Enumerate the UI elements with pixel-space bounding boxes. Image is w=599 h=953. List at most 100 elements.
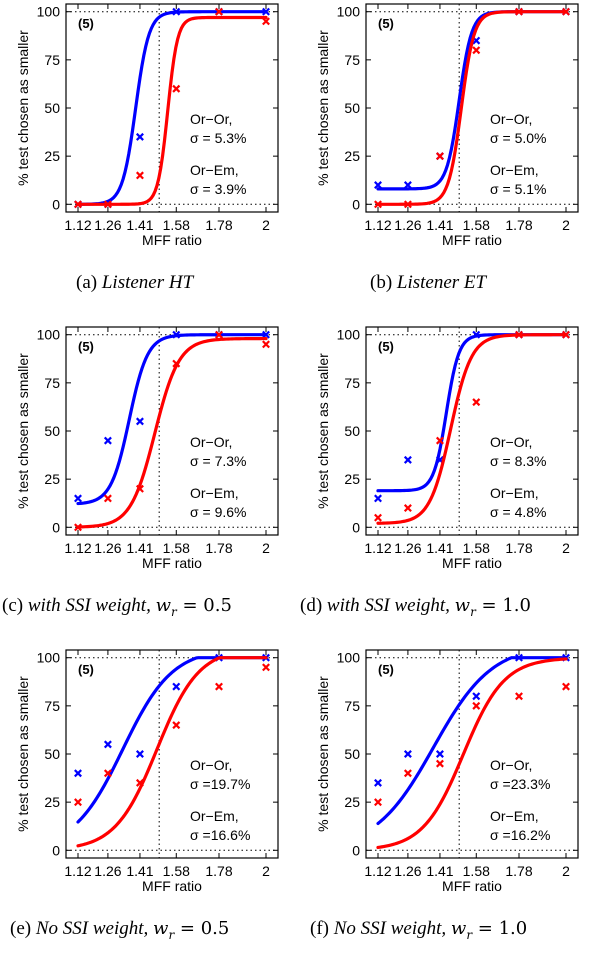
marker-stroke <box>262 7 270 16</box>
marker-stroke <box>135 484 144 493</box>
annotation-or-or-sigma: σ = 7.3% <box>190 453 247 469</box>
x-tick-label: 1.12 <box>364 540 391 556</box>
marker-stroke <box>74 494 82 503</box>
data-marker-or-em <box>262 340 270 349</box>
caption-a: (a) Listener HT <box>76 272 194 293</box>
marker-stroke <box>562 682 570 691</box>
y-tick-label: 75 <box>44 698 60 714</box>
data-marker-or-em <box>472 398 481 407</box>
annotation-or-em-sigma: σ = 9.6% <box>190 504 247 520</box>
y-tick-label: 50 <box>344 423 360 439</box>
y-tick-label: 25 <box>44 471 60 487</box>
caption-e: (e) No SSI weight, wr = 0.5 <box>10 918 230 942</box>
caption-d: (d) with SSI weight, wr = 1.0 <box>300 595 531 619</box>
data-marker-or-em <box>374 798 382 807</box>
marker-stroke <box>103 436 112 445</box>
y-tick-label: 100 <box>337 327 361 343</box>
y-axis-label: % test chosen as smaller <box>15 353 31 509</box>
marker-stroke <box>472 398 481 407</box>
marker-stroke <box>472 330 481 339</box>
caption-c: (c) with SSI weight, wr = 0.5 <box>2 595 232 619</box>
y-tick-label: 100 <box>337 650 361 666</box>
panel-tag: (5) <box>78 339 94 354</box>
data-marker-or-em <box>103 494 112 503</box>
y-axis-label: % test chosen as smaller <box>315 353 331 509</box>
data-marker-or-em <box>103 200 112 209</box>
marker-stroke <box>472 701 481 710</box>
data-marker-or-em <box>515 692 523 701</box>
data-marker-or-or <box>374 181 382 190</box>
x-tick-label: 1.58 <box>163 863 190 879</box>
data-marker-or-or <box>135 417 144 426</box>
x-tick-label: 1.26 <box>394 540 421 556</box>
marker-stroke <box>374 200 382 209</box>
marker-stroke <box>472 692 481 701</box>
marker-stroke <box>262 663 270 672</box>
x-tick-label: 1.12 <box>64 540 91 556</box>
x-tick-label: 1.12 <box>364 863 391 879</box>
data-marker-or-or <box>515 653 523 662</box>
data-marker-or-or <box>103 740 112 749</box>
annotation-or-or-label: Or−Or, <box>190 434 232 450</box>
y-tick-label: 75 <box>344 52 360 68</box>
marker-stroke <box>74 523 82 532</box>
y-tick-label: 0 <box>352 842 360 858</box>
marker-stroke <box>374 181 382 190</box>
data-marker-or-em <box>135 484 144 493</box>
x-tick-label: 1.78 <box>205 217 232 233</box>
x-tick-label: 2 <box>262 863 270 879</box>
marker-stroke <box>103 769 112 778</box>
y-tick-label: 75 <box>44 375 60 391</box>
data-marker-or-or <box>172 330 181 339</box>
data-marker-or-em <box>403 769 412 778</box>
data-marker-or-em <box>515 330 523 339</box>
marker-stroke <box>403 455 412 464</box>
marker-stroke <box>135 750 144 758</box>
annotation-or-em-label: Or−Em, <box>190 162 239 178</box>
panel-tag: (5) <box>378 662 394 677</box>
marker-stroke <box>172 84 181 93</box>
data-marker-or-or <box>172 682 181 691</box>
marker-stroke <box>562 7 570 16</box>
data-marker-or-em <box>435 436 444 445</box>
annotation-or-or-label: Or−Or, <box>190 111 232 127</box>
y-axis-label: % test chosen as smaller <box>15 676 31 832</box>
marker-stroke <box>262 330 270 339</box>
y-tick-label: 25 <box>44 148 60 164</box>
y-tick-label: 25 <box>344 794 360 810</box>
y-tick-label: 100 <box>37 650 61 666</box>
annotation-or-or-label: Or−Or, <box>190 757 232 773</box>
data-marker-or-or <box>472 692 481 701</box>
marker-stroke <box>74 200 82 209</box>
panel-a: 0 25 50 75 100 1.12 1.26 1.41 1.58 1.78 2 MFF ratio… <box>15 3 279 248</box>
panel-tag: (5) <box>78 662 94 677</box>
y-tick-label: 75 <box>344 375 360 391</box>
data-marker-or-em <box>374 200 382 209</box>
data-marker-or-or <box>135 750 144 758</box>
annotation-or-or-sigma: σ = 8.3% <box>490 453 547 469</box>
x-tick-label: 1.41 <box>126 540 153 556</box>
data-marker-or-em <box>74 798 82 807</box>
y-tick-label: 50 <box>44 423 60 439</box>
marker-stroke <box>135 778 144 787</box>
x-tick-label: 1.12 <box>364 217 391 233</box>
panel-f: 0 25 50 75 100 1.12 1.26 1.41 1.58 1.78 2 MFF ratio… <box>315 649 579 894</box>
x-tick-label: 1.78 <box>505 863 532 879</box>
marker-stroke <box>172 359 181 368</box>
data-marker-or-or <box>135 132 144 141</box>
fit-curve-or-em <box>76 336 268 529</box>
annotation-or-or-sigma: σ =23.3% <box>490 776 550 792</box>
x-tick-label: 1.26 <box>94 217 121 233</box>
y-tick-label: 25 <box>344 471 360 487</box>
marker-stroke <box>262 17 270 26</box>
y-tick-label: 100 <box>37 4 61 20</box>
x-axis-label: MFF ratio <box>442 555 502 571</box>
annotation-or-or-label: Or−Or, <box>490 111 532 127</box>
marker-stroke <box>403 769 412 778</box>
x-tick-label: 1.58 <box>463 217 490 233</box>
panel-c: 0 25 50 75 100 1.12 1.26 1.41 1.58 1.78 2 MFF ratio… <box>15 326 279 571</box>
data-marker-or-em <box>215 330 223 339</box>
data-marker-or-em <box>135 778 144 787</box>
marker-stroke <box>472 36 481 45</box>
x-tick-label: 2 <box>562 217 570 233</box>
